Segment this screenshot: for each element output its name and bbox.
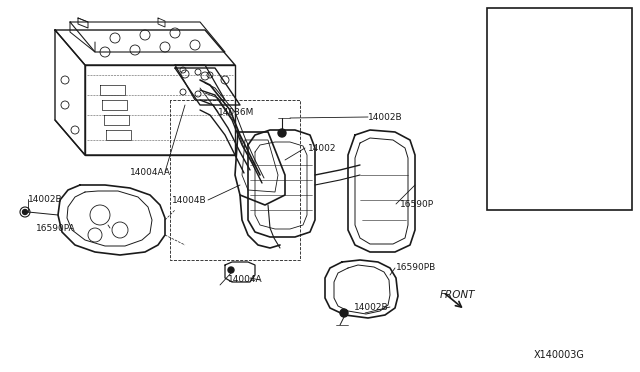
Text: 14069A: 14069A — [554, 141, 584, 150]
Text: 14004A: 14004A — [228, 276, 262, 285]
Text: FRONT: FRONT — [440, 290, 476, 300]
Circle shape — [22, 209, 28, 215]
Text: 14002: 14002 — [308, 144, 337, 153]
Bar — [487, 8, 632, 210]
Text: 14002B: 14002B — [354, 302, 388, 311]
Text: 16590P: 16590P — [400, 199, 434, 208]
Text: 16590PA: 16590PA — [36, 224, 76, 232]
Text: 14002B: 14002B — [368, 112, 403, 122]
Text: 14036M: 14036M — [218, 108, 254, 116]
Text: 14014: 14014 — [529, 141, 553, 150]
Circle shape — [340, 309, 348, 317]
Circle shape — [278, 129, 286, 137]
Text: FRONT: FRONT — [548, 163, 577, 171]
Circle shape — [228, 267, 234, 273]
Text: 14004B: 14004B — [172, 196, 207, 205]
Text: 16590PB: 16590PB — [396, 263, 436, 273]
Text: 14004AA: 14004AA — [130, 167, 171, 176]
Text: 14002B: 14002B — [28, 195, 63, 203]
Text: X140003G: X140003G — [534, 350, 585, 360]
Text: 14069A: 14069A — [496, 163, 525, 171]
